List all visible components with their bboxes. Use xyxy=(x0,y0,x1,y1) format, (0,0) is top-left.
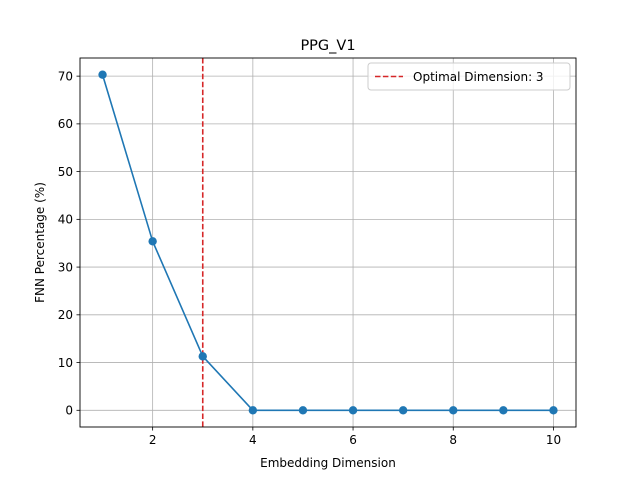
y-tick-label: 50 xyxy=(58,165,73,179)
data-point xyxy=(348,406,358,415)
data-point xyxy=(248,406,258,415)
y-tick-label: 60 xyxy=(58,117,73,131)
series-layer xyxy=(98,70,558,415)
y-tick-label: 40 xyxy=(58,213,73,227)
legend-box xyxy=(367,62,571,91)
grid-lines xyxy=(80,58,576,427)
x-tick-label: 10 xyxy=(546,433,561,447)
series-line xyxy=(101,74,554,412)
legend-label: Optimal Dimension: 3 xyxy=(413,70,544,84)
x-axis-label: Embedding Dimension xyxy=(260,456,396,470)
axis-ticks: 2 4 6 8 10 0 10 20 30 40 50 60 70 xyxy=(58,69,561,447)
y-tick-label: 20 xyxy=(58,308,73,322)
data-point xyxy=(198,352,207,361)
chart-title: PPG_V1 xyxy=(300,38,355,54)
y-tick-label: 0 xyxy=(65,404,73,418)
plot-frame xyxy=(79,57,577,428)
x-tick-label: 2 xyxy=(149,433,157,447)
data-point xyxy=(499,406,508,415)
data-point xyxy=(398,406,408,415)
x-tick-label: 8 xyxy=(449,433,457,447)
x-tick-label: 4 xyxy=(249,433,257,447)
data-point xyxy=(298,406,308,415)
y-tick-label: 70 xyxy=(58,69,73,83)
data-point xyxy=(549,406,558,415)
y-tick-label: 30 xyxy=(58,260,73,274)
x-tick-label: 6 xyxy=(349,433,357,447)
y-tick-label: 10 xyxy=(58,356,73,370)
legend: Optimal Dimension: 3 xyxy=(367,62,571,91)
data-point xyxy=(98,70,107,79)
y-axis-label: FNN Percentage (%) xyxy=(33,182,47,303)
data-point xyxy=(148,237,157,246)
data-point xyxy=(449,406,458,415)
